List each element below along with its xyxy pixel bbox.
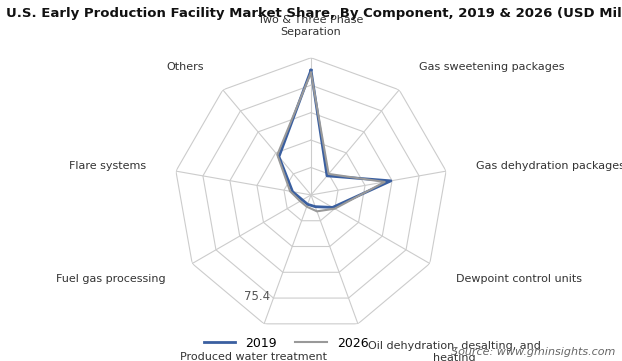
Legend: 2019, 2026: 2019, 2026 <box>199 332 373 355</box>
Text: 75.4: 75.4 <box>244 291 271 304</box>
Text: Oil dehydration, desalting, and
heating: Oil dehydration, desalting, and heating <box>368 341 541 361</box>
Text: Two & Three Phase
Separation: Two & Three Phase Separation <box>258 15 364 37</box>
Text: Dewpoint control units: Dewpoint control units <box>456 274 582 284</box>
Text: Flare systems: Flare systems <box>69 161 146 171</box>
Text: U.S. Early Production Facility Market Share, By Component, 2019 & 2026 (USD Mill: U.S. Early Production Facility Market Sh… <box>6 7 622 20</box>
Text: Gas dehydration packages: Gas dehydration packages <box>476 161 622 171</box>
Text: Fuel gas processing: Fuel gas processing <box>57 274 166 284</box>
Text: Source: www.gminsights.com: Source: www.gminsights.com <box>452 347 616 357</box>
Text: Gas sweetening packages: Gas sweetening packages <box>419 62 564 72</box>
Text: Others: Others <box>166 62 203 72</box>
Text: Produced water treatment: Produced water treatment <box>180 352 327 361</box>
